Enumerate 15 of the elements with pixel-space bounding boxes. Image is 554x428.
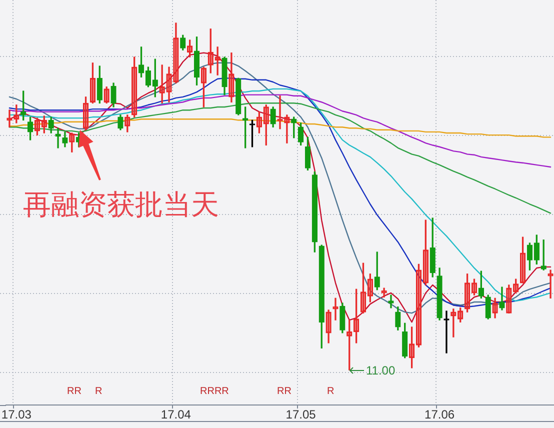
x-tick-label: 17.06 [424,408,455,422]
x-tick-label: 17.04 [160,408,192,422]
text: R [327,386,334,397]
x-tick-label: 17.03 [1,408,32,422]
x-tick-label: 17.05 [286,408,316,422]
text: RRRR [200,386,229,397]
text: R [95,386,102,397]
candlestick [388,294,394,308]
annotation: 再融资获批当天 [23,188,219,221]
candlestick [499,286,505,310]
annotation: 11.00 [366,363,396,378]
candlestick [444,310,450,354]
text: RR [67,386,82,397]
candlestick [55,128,61,148]
text: RR [277,386,292,397]
